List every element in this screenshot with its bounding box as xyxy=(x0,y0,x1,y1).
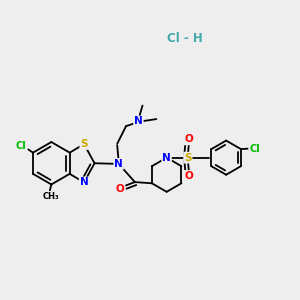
Text: CH₃: CH₃ xyxy=(43,192,60,201)
Text: O: O xyxy=(116,184,124,194)
Text: N: N xyxy=(134,116,143,126)
Text: S: S xyxy=(184,153,192,163)
Text: Cl: Cl xyxy=(15,141,26,151)
Text: O: O xyxy=(184,171,193,181)
Text: Cl: Cl xyxy=(249,143,260,154)
Text: O: O xyxy=(184,134,193,144)
Text: N: N xyxy=(80,177,88,188)
Text: S: S xyxy=(80,139,88,149)
Text: N: N xyxy=(114,159,123,169)
Text: Cl - H: Cl - H xyxy=(167,32,203,45)
Text: N: N xyxy=(162,153,171,163)
